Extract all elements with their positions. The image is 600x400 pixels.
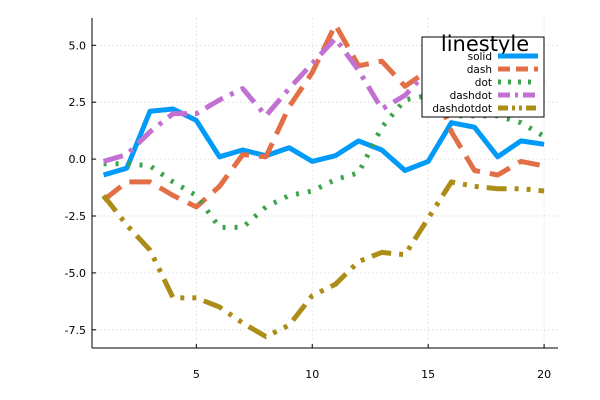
legend-label-dot: dot: [475, 77, 492, 89]
legend-box: [421, 36, 545, 118]
x-tick-label: 20: [537, 368, 551, 381]
x-tick-label: 5: [193, 368, 200, 381]
legend-label-dashdot: dashdot: [450, 90, 492, 102]
tick-labels: 5 10 15 20 -7.5 -5.0 -2.5 0.0 2.5 5.0: [65, 39, 552, 381]
axes: [91, 18, 558, 349]
series-line-solid: [102, 106, 545, 178]
legend-label-dashdotdot: dashdotdot: [432, 103, 492, 115]
legend-title: linestyle: [441, 32, 529, 56]
legend-label-solid: solid: [468, 51, 492, 63]
y-tick-label: 5.0: [69, 39, 87, 52]
y-tick-label: -7.5: [65, 324, 86, 337]
x-tick-label: 15: [421, 368, 435, 381]
legend-label-dash: dash: [467, 64, 492, 76]
x-tick-label: 10: [305, 368, 319, 381]
y-tick-label: -2.5: [65, 210, 86, 223]
y-tick-label: -5.0: [65, 267, 86, 280]
y-tick-label: 2.5: [69, 96, 87, 109]
y-tick-label: 0.0: [69, 153, 87, 166]
